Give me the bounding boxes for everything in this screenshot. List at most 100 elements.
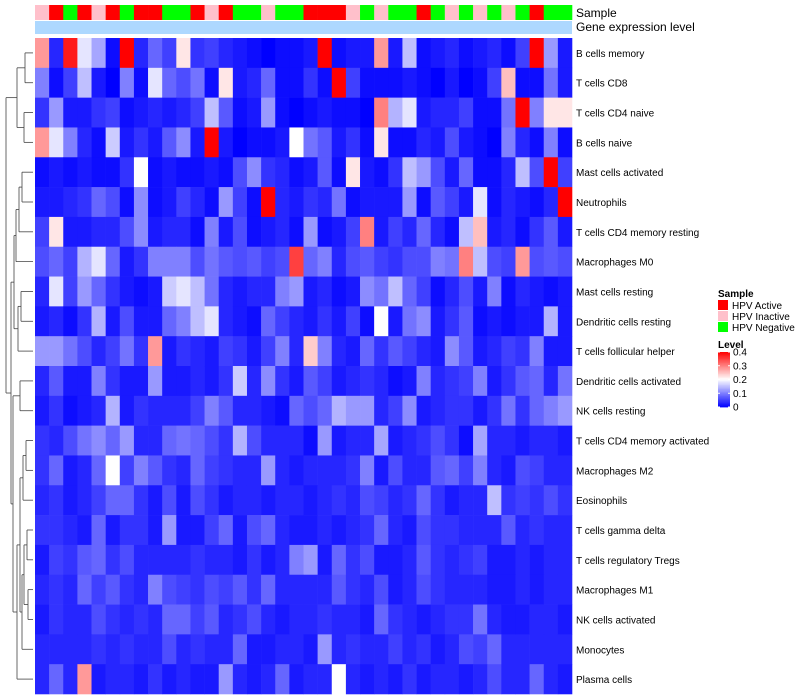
heatmap-cell bbox=[473, 455, 488, 486]
heatmap-cell bbox=[501, 634, 516, 665]
heatmap-cell bbox=[289, 276, 304, 307]
heatmap-cell bbox=[218, 574, 234, 605]
heatmap-cell bbox=[360, 395, 375, 426]
heatmap-cell bbox=[275, 604, 290, 635]
heatmap-cell bbox=[444, 366, 460, 397]
heatmap-cell bbox=[232, 216, 248, 248]
heatmap-cell bbox=[176, 336, 191, 367]
heatmap-cell bbox=[388, 67, 403, 98]
heatmap-cell bbox=[529, 395, 545, 426]
heatmap-cell bbox=[289, 157, 304, 188]
heatmap-cell bbox=[557, 664, 573, 695]
legend-colorbar-segment bbox=[718, 354, 730, 357]
heatmap-cell bbox=[501, 246, 516, 277]
heatmap-cell bbox=[63, 157, 78, 188]
heatmap-cell bbox=[261, 216, 276, 248]
heatmap-cell bbox=[317, 127, 333, 158]
heatmap-cell bbox=[303, 336, 318, 367]
sample-cell bbox=[430, 5, 446, 20]
heatmap-cell bbox=[162, 276, 177, 307]
heatmap-cell bbox=[105, 544, 121, 576]
legend-sample-title: Sample bbox=[718, 289, 754, 300]
heatmap-cell bbox=[148, 67, 163, 98]
heatmap-cell bbox=[232, 634, 248, 665]
legend-colorbar-segment bbox=[718, 357, 730, 360]
heatmap-cell bbox=[176, 38, 191, 69]
heatmap-cell bbox=[232, 38, 248, 69]
heatmap-cell bbox=[289, 395, 304, 426]
heatmap-cell bbox=[176, 276, 191, 307]
heatmap-cell bbox=[416, 455, 431, 486]
heatmap-cell bbox=[119, 634, 135, 665]
heatmap-cell bbox=[49, 276, 64, 307]
heatmap-cell bbox=[35, 187, 50, 218]
heatmap-cell bbox=[473, 97, 488, 128]
heatmap-cell bbox=[148, 276, 163, 307]
heatmap-cell bbox=[331, 395, 347, 426]
legend-colorbar-segment bbox=[718, 391, 730, 394]
heatmap-cell bbox=[148, 187, 163, 218]
heatmap-cell bbox=[345, 306, 361, 337]
heatmap-cell bbox=[388, 97, 403, 128]
heatmap-cell bbox=[105, 366, 121, 397]
heatmap-cell bbox=[430, 246, 446, 277]
heatmap-cell bbox=[105, 216, 121, 248]
row-label: Macrophages M0 bbox=[576, 258, 654, 269]
heatmap-cell bbox=[246, 276, 262, 307]
legend-colorbar-segment bbox=[718, 360, 730, 363]
heatmap-cell bbox=[345, 544, 361, 576]
sample-cell bbox=[119, 5, 135, 20]
heatmap-cell bbox=[345, 276, 361, 307]
heatmap-cell bbox=[374, 38, 389, 69]
heatmap-cell bbox=[444, 574, 460, 605]
heatmap-cell bbox=[35, 395, 50, 426]
heatmap-cell bbox=[77, 306, 92, 337]
heatmap-cell bbox=[49, 38, 64, 69]
heatmap-cell bbox=[91, 67, 106, 98]
heatmap-cell bbox=[91, 306, 106, 337]
heatmap-cell bbox=[289, 306, 304, 337]
heatmap-cell bbox=[218, 336, 234, 367]
heatmap-cell bbox=[133, 276, 149, 307]
heatmap-cell bbox=[63, 574, 78, 605]
heatmap-cell bbox=[176, 664, 191, 695]
heatmap-cell bbox=[303, 38, 318, 69]
heatmap-cell bbox=[374, 276, 389, 307]
heatmap-cell bbox=[444, 246, 460, 277]
heatmap-cell bbox=[133, 455, 149, 486]
sample-cell bbox=[63, 5, 78, 20]
heatmap-cell bbox=[246, 97, 262, 128]
heatmap-cell bbox=[473, 67, 488, 98]
heatmap-cell bbox=[444, 664, 460, 695]
heatmap-cell bbox=[501, 306, 516, 337]
heatmap-cell bbox=[176, 395, 191, 426]
heatmap-cell bbox=[232, 366, 248, 397]
heatmap-cell bbox=[444, 306, 460, 337]
heatmap-cell bbox=[473, 366, 488, 397]
heatmap-cell bbox=[317, 336, 333, 367]
heatmap-cell bbox=[360, 306, 375, 337]
heatmap-cell bbox=[317, 246, 333, 277]
heatmap-cell bbox=[458, 157, 474, 188]
heatmap-cell bbox=[430, 634, 446, 665]
heatmap-cell bbox=[444, 216, 460, 248]
heatmap-cell bbox=[275, 455, 290, 486]
heatmap-cell bbox=[105, 38, 121, 69]
heatmap-cell bbox=[246, 246, 262, 277]
heatmap-cell bbox=[430, 306, 446, 337]
heatmap-cell bbox=[176, 455, 191, 486]
sample-cell bbox=[515, 5, 530, 20]
heatmap-cell bbox=[91, 604, 106, 635]
heatmap-cell bbox=[529, 216, 545, 248]
heatmap-cell bbox=[360, 38, 375, 69]
heatmap-cell bbox=[543, 67, 559, 98]
heatmap-cell bbox=[543, 246, 559, 277]
legend-tick-label: 0.1 bbox=[733, 389, 747, 400]
heatmap-cell bbox=[261, 157, 276, 188]
heatmap-cell bbox=[275, 544, 290, 576]
sample-cell bbox=[176, 5, 191, 20]
heatmap-cell bbox=[515, 544, 530, 576]
heatmap-cell bbox=[119, 485, 135, 516]
heatmap-cell bbox=[317, 515, 333, 546]
heatmap-cell bbox=[91, 187, 106, 218]
